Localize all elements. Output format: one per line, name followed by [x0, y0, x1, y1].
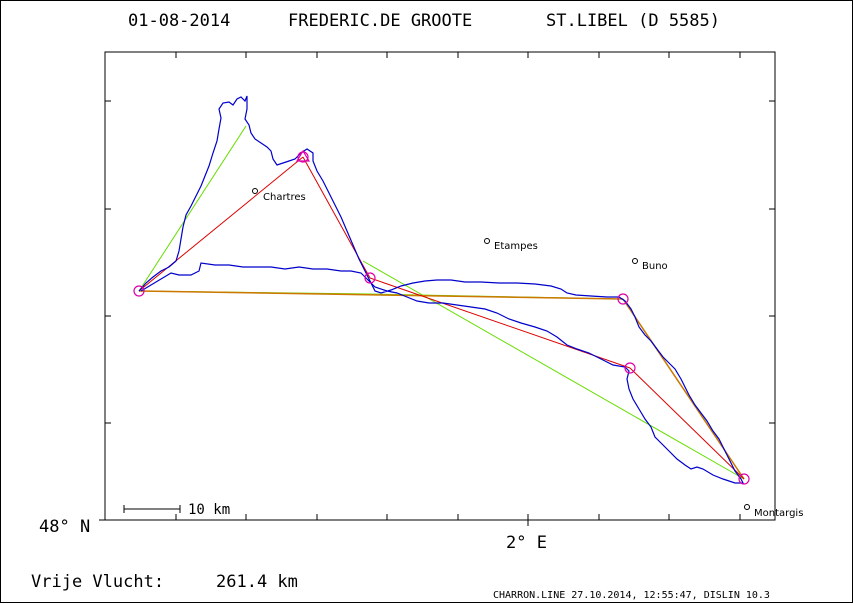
bottom-axis-ticks: [175, 514, 741, 526]
city-label: Etampes: [494, 241, 538, 252]
city-montargis: Montargis: [744, 504, 803, 519]
turnpoint-start-icon: [133, 285, 145, 297]
turnpoint-icon: [617, 293, 629, 305]
header-pilot: FREDERIC.DE GROOTE: [288, 11, 472, 31]
flight-track: [138, 95, 744, 484]
city-buno: Buno: [632, 258, 668, 272]
turnpoint-icon: [364, 272, 376, 284]
left-axis-ticks: [99, 100, 111, 521]
city-marker-icon: [484, 238, 490, 244]
map-frame: [104, 51, 776, 521]
scale-bar-label: 10 km: [188, 502, 230, 518]
scale-bar: [123, 505, 181, 513]
latitude-label: 48° N: [39, 517, 90, 537]
result-label: Vrije Vlucht:: [31, 572, 164, 592]
city-marker-icon: [744, 504, 750, 510]
right-axis-ticks: [769, 100, 775, 424]
credits-text: CHARRON.LINE 27.10.2014, 12:55:47, DISLI…: [493, 590, 770, 601]
city-label: Buno: [642, 261, 668, 272]
turnpoint-finish-icon: [738, 473, 750, 485]
turnpoint-icon: [624, 362, 636, 374]
header-glider: ST.LIBEL (D 5585): [546, 11, 720, 31]
city-chartres: Chartres: [252, 188, 306, 203]
top-axis-ticks: [175, 52, 741, 58]
city-marker-icon: [632, 258, 638, 264]
city-marker-icon: [252, 188, 258, 194]
city-label: Chartres: [263, 192, 306, 203]
turnpoints: [133, 149, 750, 485]
longitude-label: 2° E: [506, 533, 547, 553]
leg-lines: [138, 290, 745, 480]
triangle-marker-icon: [295, 149, 311, 162]
city-etampes: Etampes: [484, 238, 538, 252]
city-label: Montargis: [754, 508, 803, 519]
task-lines: [138, 156, 745, 480]
header-date: 01-08-2014: [128, 11, 230, 31]
distance-value: 261.4 km: [216, 572, 298, 592]
